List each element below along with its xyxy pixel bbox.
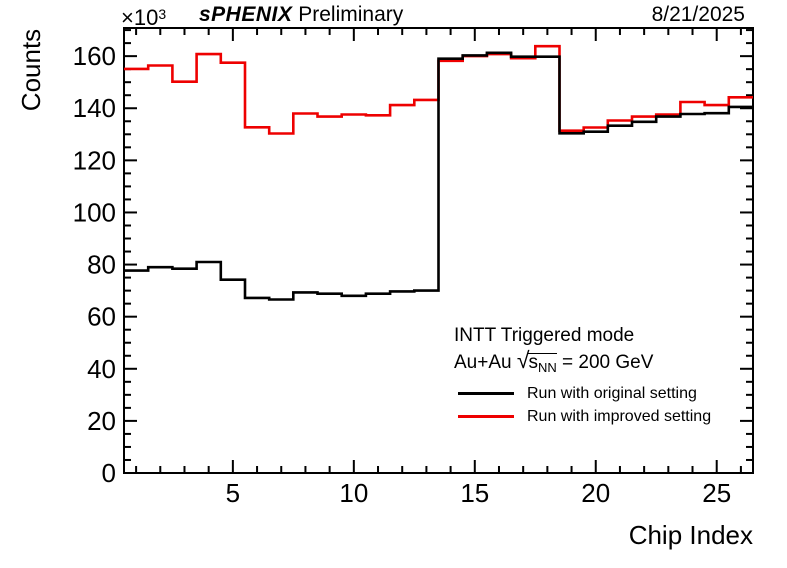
annotation-mode: INTT Triggered mode	[454, 325, 635, 346]
y-tick-label: 60	[87, 302, 116, 332]
energy-subscript: NN	[537, 360, 557, 375]
energy-s: s	[528, 352, 538, 373]
y-tick-label: 140	[73, 93, 116, 123]
plot-title: sPHENIX Preliminary	[199, 3, 403, 27]
y-tick-label: 0	[102, 458, 116, 488]
x-tick-label: 25	[702, 478, 731, 508]
x-tick-label: 15	[460, 478, 489, 508]
y-tick-label: 160	[73, 41, 116, 71]
legend-label-improved: Run with improved setting	[527, 407, 712, 425]
y-tick-label: 40	[87, 354, 116, 384]
energy-suffix: = 200 GeV	[556, 352, 654, 373]
x-tick-label: 10	[339, 478, 368, 508]
sqrt-argument: sNN	[528, 352, 557, 376]
legend-entry-improved: Run with improved setting	[452, 405, 711, 428]
sqrt-symbol: √	[516, 347, 530, 373]
x-tick-label: 20	[581, 478, 610, 508]
date-stamp: 8/21/2025	[651, 3, 745, 26]
annotation-energy: Au+Au √sNN = 200 GeV	[454, 349, 654, 376]
legend: Run with original setting Run with impro…	[452, 382, 711, 428]
plot-frame	[123, 27, 754, 474]
experiment-status: Preliminary	[298, 3, 404, 26]
series-path-original	[124, 51, 753, 301]
y-axis-power-label: ×103	[121, 5, 166, 31]
energy-prefix: Au+Au	[454, 352, 517, 373]
y-tick-label: 120	[73, 145, 116, 175]
x-axis-title: Chip Index	[628, 520, 753, 550]
y-axis-title: Counts	[16, 28, 46, 112]
legend-line-improved	[458, 415, 514, 418]
legend-line-original	[458, 392, 514, 395]
power-exponent: 3	[158, 6, 167, 22]
y-tick-label: 20	[87, 406, 116, 436]
power-prefix: ×10	[121, 5, 159, 30]
legend-entry-original: Run with original setting	[452, 382, 711, 405]
y-tick-label: 100	[73, 197, 116, 227]
legend-label-original: Run with original setting	[527, 384, 697, 402]
experiment-name: sPHENIX	[199, 3, 293, 26]
y-tick-label: 80	[87, 250, 116, 280]
x-tick-label: 5	[226, 478, 240, 508]
